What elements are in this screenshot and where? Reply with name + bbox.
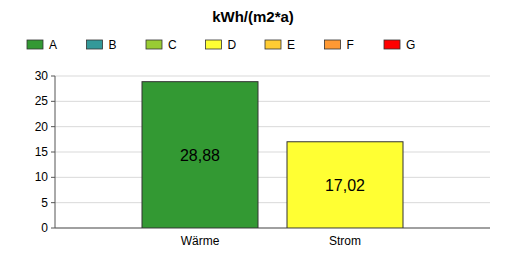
legend-label: A [49,38,57,52]
grid-line [55,152,490,153]
legend-swatch [206,40,222,49]
legend-label: E [287,38,295,52]
legend-label: F [347,38,354,52]
legend: A B C D E F G [27,38,415,52]
bar [287,142,403,228]
x-tick-label: Strom [329,234,361,248]
x-axis-line [55,228,490,229]
y-tick [51,76,55,77]
chart-container: kWh/(m2*a) A B C D E F G 0 5 10 15 20 25 30 28,88 Wärme 1… [0,0,506,266]
y-tick-label: 20 [35,120,49,134]
grid-line [55,126,490,127]
bars [142,82,403,228]
chart-svg: kWh/(m2*a) A B C D E F G 0 5 10 15 20 25 30 28,88 Wärme 1… [0,0,506,266]
legend-swatch [27,40,43,49]
bar [142,82,258,228]
y-tick-label: 25 [35,94,49,108]
grid-line [55,177,490,178]
legend-swatch [384,40,400,49]
y-tick [51,228,55,229]
legend-label: C [168,38,177,52]
y-axis-line [55,76,56,228]
y-tick [51,202,55,203]
y-tick-label: 5 [41,196,48,210]
y-tick-label: 30 [35,69,49,83]
grid-line [55,76,490,77]
y-axis: 0 5 10 15 20 25 30 [35,69,490,235]
labels: 28,88 Wärme 17,02 Strom [180,147,365,248]
y-tick-label: 15 [35,145,49,159]
data-label: 28,88 [180,147,220,164]
y-tick [51,152,55,153]
y-tick [51,101,55,102]
grid-line [55,101,490,102]
legend-swatch [87,40,103,49]
y-tick [51,177,55,178]
chart-title: kWh/(m2*a) [212,8,294,25]
y-tick [51,126,55,127]
y-tick-label: 10 [35,170,49,184]
grid-line [55,202,490,203]
legend-label: D [228,38,237,52]
legend-swatch [325,40,341,49]
y-tick-label: 0 [41,221,48,235]
legend-swatch [146,40,162,49]
legend-label: G [406,38,415,52]
legend-label: B [109,38,117,52]
legend-swatch [265,40,281,49]
x-tick-label: Wärme [181,234,220,248]
data-label: 17,02 [325,177,365,194]
grid-line [55,228,490,229]
